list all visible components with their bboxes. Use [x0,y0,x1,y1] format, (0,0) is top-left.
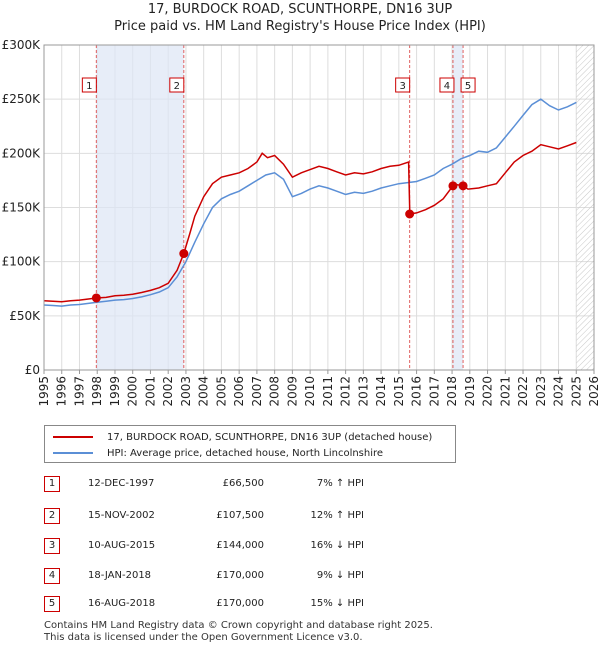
x-tick-label: 2021 [498,376,512,407]
sale-hpi-diff: 7% ↑ HPI [316,478,364,489]
x-tick-label: 2005 [214,376,228,407]
x-tick-label: 1995 [37,376,51,407]
sale-date: 16-AUG-2018 [88,598,156,609]
legend-item-hpi: HPI: Average price, detached house, Nort… [53,446,383,460]
sale-point [458,181,468,191]
x-tick-label: 2008 [268,376,282,407]
y-tick-label: £50K [9,309,41,323]
x-tick-label: 2006 [232,376,246,407]
sale-date: 18-JAN-2018 [88,570,152,581]
sale-row: 4 18-JAN-2018 £170,000 9% ↓ HPI [44,568,584,586]
x-tick-label: 2017 [427,376,441,407]
sale-hpi-diff: 15% ↓ HPI [310,598,364,609]
sale-row: 1 12-DEC-1997 £66,500 7% ↑ HPI [44,476,584,494]
legend-item-property: 17, BURDOCK ROAD, SCUNTHORPE, DN16 3UP (… [53,430,432,444]
x-tick-label: 2009 [285,376,299,407]
sale-point [179,249,189,259]
x-tick-label: 2014 [374,376,388,407]
future-hatch [576,45,594,370]
footer-licence: This data is licensed under the Open Gov… [44,632,363,643]
y-tick-label: £250K [2,92,42,106]
x-tick-label: 2016 [410,376,424,407]
sale-number-badge: 4 [44,568,60,584]
sale-number-badge: 5 [44,596,60,612]
price-chart: 1 2 3 4 5 £0 £50K £100K £150K £200K £250K £300K 199… [2,38,600,407]
sale-row: 2 15-NOV-2002 £107,500 12% ↑ HPI [44,508,584,526]
x-tick-label: 2001 [143,376,157,407]
y-tick-label: £200K [2,146,42,160]
x-tick-label: 2013 [356,376,370,407]
legend-swatch-property [53,436,93,438]
sale-number-box [169,77,185,93]
x-tick-label: 2022 [516,376,530,407]
x-tick-label: 2020 [481,376,495,407]
y-tick-label: £100K [2,255,42,269]
sale-number-label: 3 [399,81,405,92]
sale-point [405,209,415,219]
x-tick-label: 2011 [321,376,335,407]
sale-point [91,293,101,303]
y-tick-label: £0 [25,363,40,377]
sale-number-label: 5 [465,81,471,92]
sale-number-badge: 3 [44,538,60,554]
sale-hpi-diff: 12% ↑ HPI [310,510,364,521]
footer-copyright: Contains HM Land Registry data © Crown c… [44,620,433,631]
chart-subtitle: Price paid vs. HM Land Registry's House … [114,19,486,34]
sale-hpi-diff: 9% ↓ HPI [316,570,364,581]
y-tick-label: £150K [2,201,42,215]
sale-hpi-diff: 16% ↓ HPI [310,540,364,551]
sale-number-label: 1 [86,81,92,92]
sale-number-box [439,77,455,93]
sale-number-box [395,77,411,93]
sale-number-badge: 1 [44,476,60,492]
sale-period-band [452,45,464,370]
x-tick-label: 1999 [108,376,122,407]
legend-label-property: 17, BURDOCK ROAD, SCUNTHORPE, DN16 3UP (… [107,431,433,443]
chart-title: 17, BURDOCK ROAD, SCUNTHORPE, DN16 3UP [147,2,453,17]
sale-price: £170,000 [216,598,264,609]
sale-point [448,181,458,191]
x-tick-label: 2012 [339,376,353,407]
x-tick-label: 2019 [463,376,477,407]
x-tick-label: 2015 [392,376,406,407]
hpi-series-line [43,98,577,307]
sale-row: 5 16-AUG-2018 £170,000 15% ↓ HPI [44,596,584,614]
x-tick-label: 2010 [303,376,317,407]
legend-label-hpi: HPI: Average price, detached house, Nort… [107,447,384,459]
plot-frame [43,44,595,371]
x-tick-label: 1997 [72,376,86,407]
sale-number-label: 4 [444,81,450,92]
sale-period-band [96,45,184,370]
x-tick-label: 2025 [569,376,583,407]
legend-swatch-hpi [53,452,93,454]
x-tick-label: 2024 [552,376,566,407]
x-tick-label: 2000 [126,376,140,407]
sale-number-box [81,77,97,93]
x-tick-label: 2002 [161,376,175,407]
x-tick-label: 2018 [445,376,459,407]
property-series-line [43,141,577,303]
sale-date: 10-AUG-2015 [88,540,156,551]
x-tick-label: 2007 [250,376,264,407]
sale-number-label: 2 [174,81,180,92]
y-tick-label: £300K [2,38,42,52]
x-tick-label: 2023 [534,376,548,407]
x-tick-label: 2026 [587,376,600,407]
chart-legend: 17, BURDOCK ROAD, SCUNTHORPE, DN16 3UP (… [44,425,456,463]
x-tick-label: 2003 [179,376,193,407]
sale-price: £66,500 [222,478,264,489]
x-tick-label: 1996 [55,376,69,407]
sale-row: 3 10-AUG-2015 £144,000 16% ↓ HPI [44,538,584,556]
sale-price: £170,000 [216,570,264,581]
sale-price: £107,500 [216,510,264,521]
x-tick-label: 1998 [90,376,104,407]
sale-number-box [460,77,476,93]
x-tick-label: 2004 [197,376,211,407]
sale-number-badge: 2 [44,508,60,524]
sale-price: £144,000 [216,540,264,551]
sale-date: 12-DEC-1997 [88,478,155,489]
sale-date: 15-NOV-2002 [88,510,155,521]
